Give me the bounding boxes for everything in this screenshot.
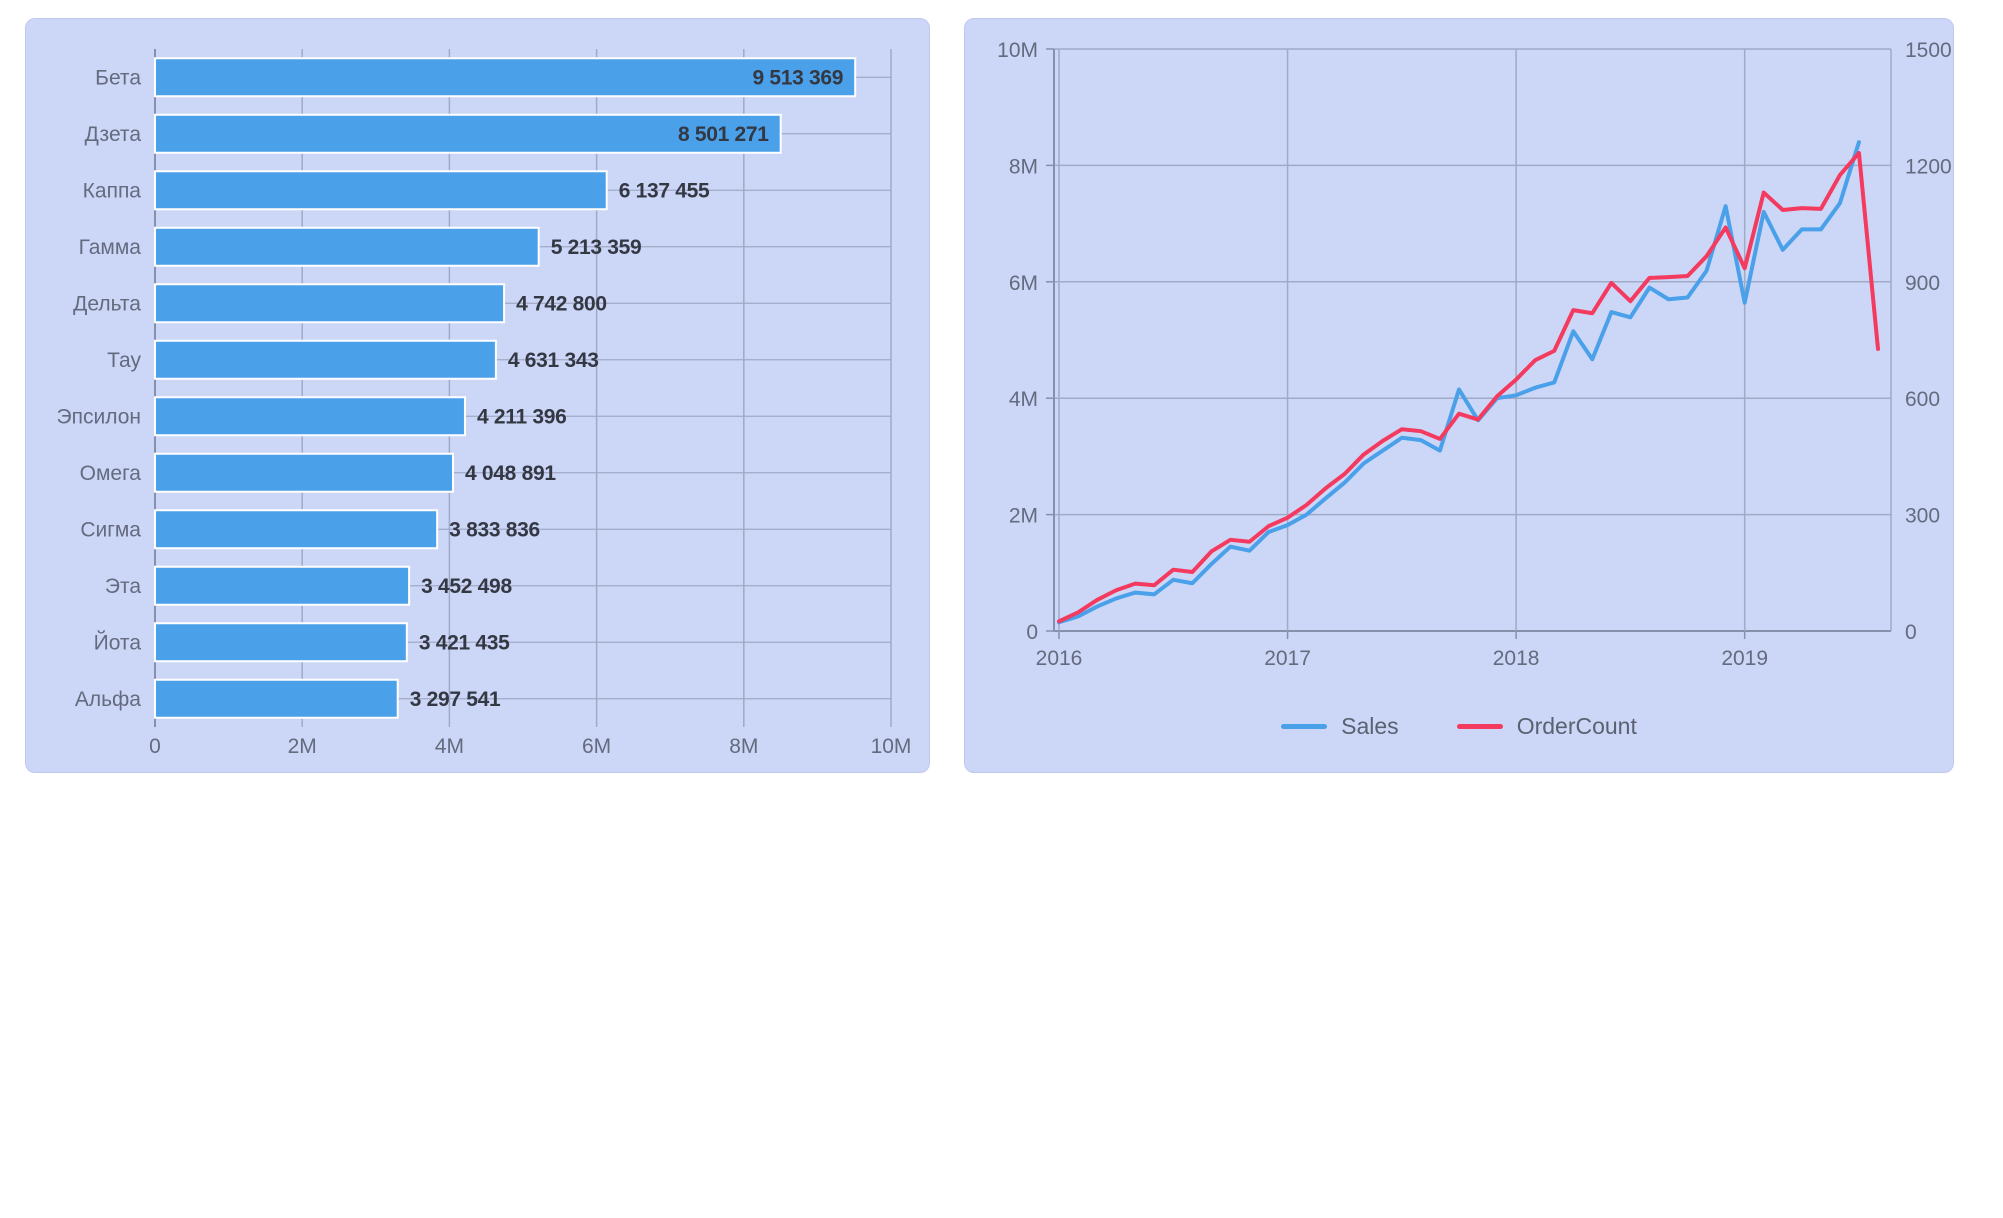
bar[interactable] xyxy=(154,283,506,324)
bar-value-label: 3 297 541 xyxy=(410,688,501,711)
ordercount-line[interactable] xyxy=(1057,150,1880,624)
sales-line[interactable] xyxy=(1057,140,1861,625)
right-axis-tick-label: 300 xyxy=(1905,505,1940,528)
bar-value-label: 4 048 891 xyxy=(465,462,556,485)
left-axis-tick-label: 10M xyxy=(997,39,1038,62)
bar-value-label: 3 452 498 xyxy=(421,575,512,598)
bar[interactable] xyxy=(154,339,497,380)
bar[interactable] xyxy=(154,113,782,154)
x-axis-tick-label: 10M xyxy=(871,735,912,758)
bar[interactable] xyxy=(154,57,857,98)
year-label: 2017 xyxy=(1264,647,1311,670)
legend-label-sales: Sales xyxy=(1341,713,1399,739)
sales-swatch-icon xyxy=(1281,724,1328,729)
category-label: Каппа xyxy=(83,179,142,202)
x-axis-tick-label: 8M xyxy=(729,735,758,758)
bar-value-label: 4 211 396 xyxy=(477,405,567,428)
bar-value-label: 3 833 836 xyxy=(449,518,540,541)
bar-value-label: 8 501 271 xyxy=(678,123,769,146)
legend-item-ordercount[interactable]: OrderCount xyxy=(1456,713,1637,740)
category-label: Йота xyxy=(94,630,142,654)
right-axis-tick-label: 600 xyxy=(1905,388,1940,411)
bar[interactable] xyxy=(154,226,540,267)
right-axis-tick-label: 900 xyxy=(1905,272,1940,295)
line-chart: 0 0 2M 300 4M 600 6M 900 8M 1200 10M 1500 2016 2017 20… xyxy=(997,39,1952,670)
x-axis-tick-label: 6M xyxy=(582,735,611,758)
left-axis-tick-label: 8M xyxy=(1009,155,1038,178)
year-label: 2018 xyxy=(1493,647,1540,670)
legend: Sales OrderCount xyxy=(965,713,1953,740)
x-axis-tick-label: 0 xyxy=(149,735,161,758)
left-axis-tick-label: 4M xyxy=(1009,388,1038,411)
bar-value-label: 6 137 455 xyxy=(619,179,710,202)
bar-value-label: 9 513 369 xyxy=(752,66,843,89)
line-chart-card: 0 0 2M 300 4M 600 6M 900 8M 1200 10M 1500 2016 2017 20… xyxy=(964,18,1954,773)
bar-chart: 0 2M 4M 6M 8M 10M Бета 9 513 369 Дзета 8 501 271 К… xyxy=(57,49,912,758)
year-label: 2016 xyxy=(1036,647,1083,670)
year-label: 2019 xyxy=(1721,647,1768,670)
x-axis-tick-label: 4M xyxy=(435,735,464,758)
category-label: Сигма xyxy=(80,518,141,541)
left-axis-tick-label: 6M xyxy=(1009,272,1038,295)
right-axis-tick-label: 1500 xyxy=(1905,39,1952,62)
legend-item-sales[interactable]: Sales xyxy=(1281,713,1399,740)
bar[interactable] xyxy=(154,452,454,493)
category-label: Дзета xyxy=(85,123,142,146)
bar-value-label: 4 742 800 xyxy=(516,292,607,315)
legend-label-ordercount: OrderCount xyxy=(1516,713,1637,739)
category-label: Бета xyxy=(95,66,141,89)
category-label: Тау xyxy=(107,349,141,372)
category-label: Дельта xyxy=(73,292,141,315)
category-label: Омега xyxy=(80,462,142,485)
bar[interactable] xyxy=(154,622,408,663)
x-axis-tick-label: 2M xyxy=(288,735,317,758)
category-label: Гамма xyxy=(79,236,142,259)
left-axis-tick-label: 2M xyxy=(1009,505,1038,528)
bar[interactable] xyxy=(154,170,608,211)
category-label: Эпсилон xyxy=(57,405,141,428)
right-axis-tick-label: 1200 xyxy=(1905,155,1952,178)
bar-chart-card: 0 2M 4M 6M 8M 10M Бета 9 513 369 Дзета 8 501 271 К… xyxy=(25,18,930,773)
bar[interactable] xyxy=(154,509,439,550)
bar[interactable] xyxy=(154,678,399,719)
ordercount-swatch-icon xyxy=(1456,724,1503,729)
bar[interactable] xyxy=(154,396,466,437)
bar-value-label: 5 213 359 xyxy=(551,236,642,259)
category-label: Эта xyxy=(105,575,141,598)
category-label: Альфа xyxy=(75,688,141,711)
bar[interactable] xyxy=(154,565,411,606)
bar-value-label: 3 421 435 xyxy=(419,631,510,654)
bar-value-label: 4 631 343 xyxy=(508,349,599,372)
left-axis-tick-label: 0 xyxy=(1026,621,1038,644)
right-axis-tick-label: 0 xyxy=(1905,621,1917,644)
